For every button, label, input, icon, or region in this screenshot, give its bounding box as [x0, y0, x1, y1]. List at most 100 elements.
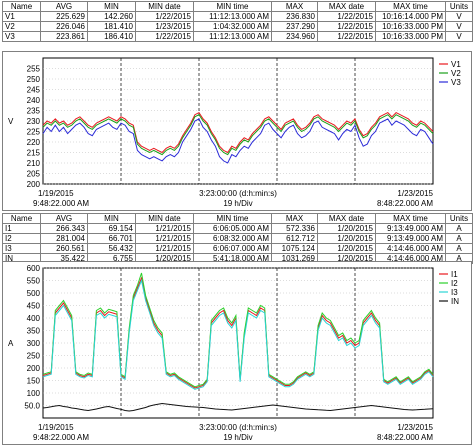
table-row: I1 266.343 69.154 1/21/2015 6:06:05.000 …: [2, 223, 473, 234]
y-tick-label: 235: [27, 107, 41, 116]
cell: 612.712: [271, 233, 318, 244]
x-span-label: 3:23:00:00 (d:h:min:s): [199, 189, 277, 198]
current-chart-panel: 50.0 100 150 200 250 300 350 400 450 500 550 600 A I1…: [2, 261, 472, 445]
table-row: V1 225.629 142.260 1/22/2015 11:12:13.00…: [2, 11, 473, 22]
col-header: Name: [2, 1, 41, 12]
cell: V3: [2, 31, 41, 42]
cell: 1075.124: [271, 243, 318, 254]
cell: 1/22/2015: [317, 31, 376, 42]
col-header: MAX: [271, 1, 318, 12]
col-header: Name: [2, 213, 41, 224]
legend-label: V3: [451, 78, 461, 87]
cell: 181.410: [87, 21, 136, 32]
cell: 1/22/2015: [135, 11, 194, 22]
legend-label: V1: [451, 60, 461, 69]
y-tick-label: 240: [27, 96, 41, 105]
cell: A: [445, 243, 473, 254]
legend-label: I2: [451, 279, 458, 288]
legend-label: V2: [451, 69, 461, 78]
x-end-time: 8:48:22.000 AM: [377, 433, 433, 442]
x-div-label: 19 h/Div: [223, 199, 252, 208]
series-line-v2: [42, 114, 434, 156]
y-axis-label: V: [8, 117, 14, 126]
cell: 223.861: [40, 31, 88, 42]
y-axis-label: A: [8, 339, 14, 348]
table-header-row: Name AVG MIN MIN date MIN time MAX MAX d…: [2, 1, 473, 12]
cell: A: [445, 223, 473, 234]
col-header: MIN time: [193, 213, 272, 224]
x-start-time: 9:48:22.000 AM: [33, 433, 89, 442]
col-header: MIN date: [135, 213, 194, 224]
cell: 6:08:32.000 AM: [193, 233, 272, 244]
current-chart: 50.0 100 150 200 250 300 350 400 450 500 550 600 A I1…: [8, 264, 459, 442]
current-stats-table: Name AVG MIN MIN date MIN time MAX MAX d…: [2, 213, 473, 264]
y-tick-label: 210: [27, 159, 41, 168]
y-tick-label: 450: [27, 302, 41, 311]
cell: I3: [2, 243, 41, 254]
y-tick-label: 500: [27, 289, 41, 298]
y-tick-label: 350: [27, 327, 41, 336]
col-header: Units: [445, 213, 473, 224]
series-line-v1: [42, 111, 434, 154]
legend-label: IN: [451, 297, 459, 306]
x-div-label: 19 h/Div: [223, 433, 252, 442]
y-tick-label: 300: [27, 339, 41, 348]
cell: 225.629: [40, 11, 88, 22]
col-header: Units: [445, 1, 473, 12]
y-tick-label: 550: [27, 277, 41, 286]
voltage-chart: 200205210215220225230235240245250255VV1V…: [8, 57, 461, 208]
cell: V: [445, 21, 473, 32]
y-tick-label: 205: [27, 170, 41, 179]
table-row: I3 260.561 56.432 1/21/2015 6:06:07.000 …: [2, 243, 473, 254]
cell: 9:13:49.000 AM: [375, 233, 446, 244]
table-row: I2 281.004 66.701 1/21/2015 6:08:32.000 …: [2, 233, 473, 244]
y-tick-label: 250: [27, 352, 41, 361]
y-tick-label: 255: [27, 65, 41, 74]
cell: 66.701: [87, 233, 136, 244]
cell: 69.154: [87, 223, 136, 234]
cell: 234.960: [271, 31, 318, 42]
y-tick-label: 400: [27, 314, 41, 323]
voltage-chart-panel: 200 205 210 215 220 225 230 235 240 245 250 255 V V1 V…: [2, 51, 472, 211]
col-header: AVG: [40, 1, 88, 12]
legend-label: I3: [451, 288, 458, 297]
y-tick-label: 215: [27, 149, 41, 158]
x-span-label: 3:23:00:00 (d:h:min:s): [199, 423, 277, 432]
cell: 9:13:49.000 AM: [375, 223, 446, 234]
cell: V: [445, 31, 473, 42]
col-header: MIN: [87, 1, 136, 12]
y-tick-label: 230: [27, 117, 41, 126]
y-tick-label: 225: [27, 128, 41, 137]
y-tick-label: 245: [27, 86, 41, 95]
cell: 1/20/2015: [317, 243, 376, 254]
cell: 1/23/2015: [135, 21, 194, 32]
cell: 6:06:07.000 AM: [193, 243, 272, 254]
cell: 236.830: [271, 11, 318, 22]
cell: I1: [2, 223, 41, 234]
cell: 1/22/2015: [135, 31, 194, 42]
table-row: V3 223.861 186.410 1/22/2015 11:12:13.00…: [2, 31, 473, 42]
series-line-in: [42, 402, 434, 412]
cell: 1/21/2015: [135, 243, 194, 254]
cell: 10:16:33.000 PM: [375, 21, 446, 32]
y-tick-label: 220: [27, 138, 41, 147]
x-start-time: 9:48:22.000 AM: [33, 199, 89, 208]
cell: 10:16:14.000 PM: [375, 11, 446, 22]
table-row: IN 35.422 6.755 1/20/2015 5:41:18.000 AM…: [2, 253, 473, 264]
cell: 142.260: [87, 11, 136, 22]
col-header: MAX: [271, 213, 318, 224]
y-tick-label: 100: [27, 389, 41, 398]
col-header: MIN: [87, 213, 136, 224]
table-header-row: Name AVG MIN MIN date MIN time MAX MAX d…: [2, 213, 473, 224]
cell: 1/22/2015: [317, 11, 376, 22]
col-header: MAX date: [317, 213, 376, 224]
series-line-i3: [42, 278, 434, 390]
cell: 1/21/2015: [135, 223, 194, 234]
cell: 1/20/2015: [317, 223, 376, 234]
col-header: AVG: [40, 213, 88, 224]
col-header: MAX date: [317, 1, 376, 12]
cell: 281.004: [40, 233, 88, 244]
cell: I2: [2, 233, 41, 244]
cell: V1: [2, 11, 41, 22]
table-row: V2 226.046 181.410 1/23/2015 1:04:32.000…: [2, 21, 473, 32]
